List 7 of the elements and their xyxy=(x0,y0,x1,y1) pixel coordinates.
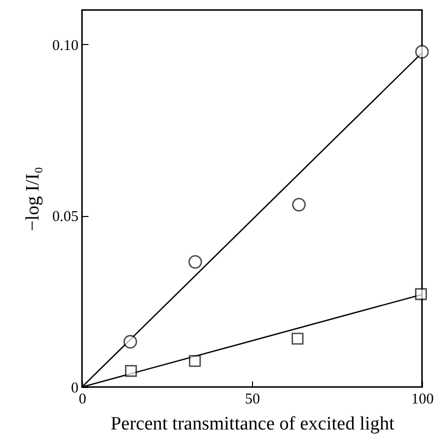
x-tick-label: 100 xyxy=(411,392,434,408)
y-tick-label: 0.05 xyxy=(52,209,78,226)
x-axis-title: Percent transmittance of excited light xyxy=(110,414,396,434)
y-tick-label: 0 xyxy=(71,380,78,396)
y-axis-title: −log I/I₀ xyxy=(22,166,44,232)
x-tick-label: 50 xyxy=(245,392,260,408)
y-tick-label: 0.10 xyxy=(52,38,78,54)
